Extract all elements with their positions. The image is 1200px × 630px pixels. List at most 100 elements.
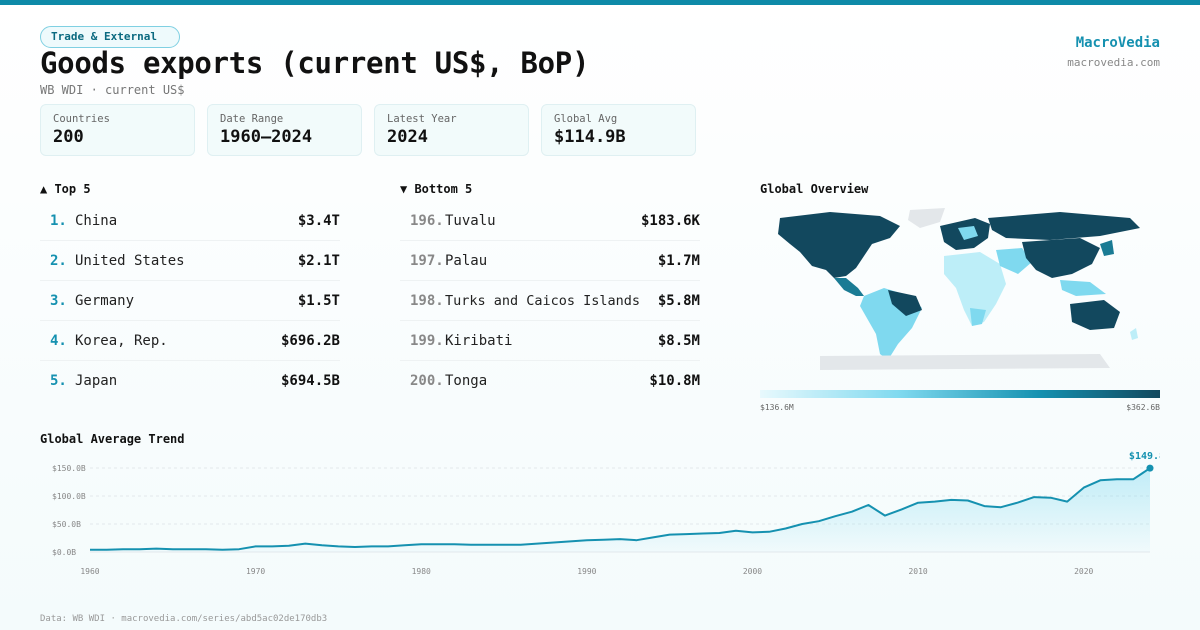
country-name: Tuvalu <box>445 212 496 229</box>
country-value: $3.4T <box>297 212 340 229</box>
map-region <box>820 354 1110 370</box>
top5-title: ▲ Top 5 <box>40 182 91 196</box>
x-tick-label: 1980 <box>412 567 431 576</box>
map-region <box>908 208 945 228</box>
country-name: Germany <box>75 292 135 309</box>
world-map[interactable] <box>760 204 1160 384</box>
rank-number: 3. <box>50 292 67 309</box>
list-item[interactable]: 1. China $3.4T <box>40 201 340 241</box>
trend-title: Global Average Trend <box>40 432 185 446</box>
top-accent-bar <box>0 0 1200 5</box>
rank-number: 197. <box>410 252 444 269</box>
rank-number: 199. <box>410 332 444 349</box>
rank-number: 1. <box>50 212 67 229</box>
rank-number: 200. <box>410 373 444 389</box>
map-region <box>970 308 986 326</box>
trend-line <box>90 467 1151 551</box>
trend-end-point <box>1146 464 1154 472</box>
trend-end-label: $149.8B <box>1129 451 1160 462</box>
map-region <box>958 226 978 240</box>
x-tick-label: 2010 <box>908 567 927 576</box>
top5-list: 1. China $3.4T 2. United States $2.1T 3.… <box>40 201 340 401</box>
brand-url[interactable]: macrovedia.com <box>1067 56 1160 69</box>
country-value: $2.1T <box>297 252 340 269</box>
map-region <box>834 278 864 296</box>
stat-card-countries: Countries 200 <box>40 104 195 156</box>
list-item[interactable]: 199. Kiribati $8.5M <box>400 321 700 361</box>
country-name: Palau <box>445 252 488 269</box>
country-value: $183.6K <box>640 212 700 229</box>
x-tick-label: 1990 <box>577 567 596 576</box>
stat-label: Latest Year <box>387 113 457 125</box>
brand-name[interactable]: MacroVedia <box>1075 35 1160 51</box>
map-legend-gradient <box>760 390 1160 398</box>
stat-value: 2024 <box>387 127 428 147</box>
map-region <box>1130 328 1138 340</box>
brand-block: MacroVedia macrovedia.com <box>1067 35 1160 69</box>
country-value: $1.7M <box>657 252 700 269</box>
page-subtitle: WB WDI · current US$ <box>40 83 185 97</box>
country-name: Korea, Rep. <box>75 332 168 349</box>
rank-number: 4. <box>50 332 67 349</box>
list-item[interactable]: 5. Japan $694.5B <box>40 361 340 401</box>
stat-label: Global Avg <box>554 113 618 125</box>
bottom5-title: ▼ Bottom 5 <box>400 182 473 196</box>
page-title: Goods exports (current US$, BoP) <box>40 46 590 80</box>
y-tick-label: $0.0B <box>52 548 76 557</box>
map-region <box>996 248 1032 274</box>
map-legend-max: $362.6B <box>1126 403 1160 412</box>
map-region <box>778 212 900 278</box>
list-item[interactable]: 196. Tuvalu $183.6K <box>400 201 700 241</box>
list-item[interactable]: 197. Palau $1.7M <box>400 241 700 281</box>
map-title: Global Overview <box>760 182 869 196</box>
country-name: China <box>75 212 118 229</box>
stat-label: Countries <box>53 113 110 125</box>
country-name: Japan <box>75 373 118 389</box>
country-value: $1.5T <box>297 292 340 309</box>
country-name: Tonga <box>445 373 488 389</box>
stat-value: 200 <box>53 127 84 147</box>
trend-area <box>90 468 1150 552</box>
stat-value: 1960–2024 <box>220 127 313 147</box>
stat-card-global-avg: Global Avg $114.9B <box>541 104 696 156</box>
country-value: $696.2B <box>280 332 340 349</box>
list-item[interactable]: 3. Germany $1.5T <box>40 281 340 321</box>
country-value: $10.8M <box>649 373 700 389</box>
rank-number: 198. <box>410 292 444 309</box>
map-region <box>1070 300 1120 330</box>
map-region <box>1022 238 1100 278</box>
country-name: United States <box>75 252 185 269</box>
rank-number: 196. <box>410 212 444 229</box>
map-region <box>1060 280 1106 296</box>
footer-source: Data: WB WDI · macrovedia.com/series/abd… <box>40 614 328 624</box>
country-value: $5.8M <box>657 292 700 309</box>
world-map-svg <box>778 208 1140 370</box>
x-tick-label: 1970 <box>246 567 265 576</box>
stat-card-latest-year: Latest Year 2024 <box>374 104 529 156</box>
map-region <box>888 290 922 316</box>
list-item[interactable]: 198. Turks and Caicos Islands $5.8M <box>400 281 700 321</box>
country-value: $8.5M <box>657 332 700 349</box>
stat-cards: Countries 200 Date Range 1960–2024 Lates… <box>40 104 696 156</box>
map-legend-min: $136.6M <box>760 403 794 412</box>
x-tick-label: 1960 <box>80 567 99 576</box>
stat-label: Date Range <box>220 113 284 125</box>
list-item[interactable]: 4. Korea, Rep. $696.2B <box>40 321 340 361</box>
country-name: Turks and Caicos Islands <box>445 292 641 309</box>
trend-chart[interactable]: $0.0B $50.0B $100.0B $150.0B 1960 1970 1980 199… <box>40 448 1160 580</box>
stat-card-date-range: Date Range 1960–2024 <box>207 104 362 156</box>
rank-number: 5. <box>50 373 67 389</box>
bottom5-list: 196. Tuvalu $183.6K 197. Palau $1.7M 198… <box>400 201 700 401</box>
list-item[interactable]: 200. Tonga $10.8M <box>400 361 700 401</box>
map-region <box>988 212 1140 240</box>
map-region <box>1100 240 1114 256</box>
list-item[interactable]: 2. United States $2.1T <box>40 241 340 281</box>
category-pill[interactable]: Trade & External <box>40 26 180 48</box>
country-value: $694.5B <box>280 373 340 389</box>
y-tick-label: $100.0B <box>52 492 86 501</box>
stat-value: $114.9B <box>554 127 626 147</box>
map-region <box>944 252 1006 326</box>
country-name: Kiribati <box>445 332 513 349</box>
x-tick-label: 2000 <box>743 567 762 576</box>
x-tick-label: 2020 <box>1074 567 1093 576</box>
